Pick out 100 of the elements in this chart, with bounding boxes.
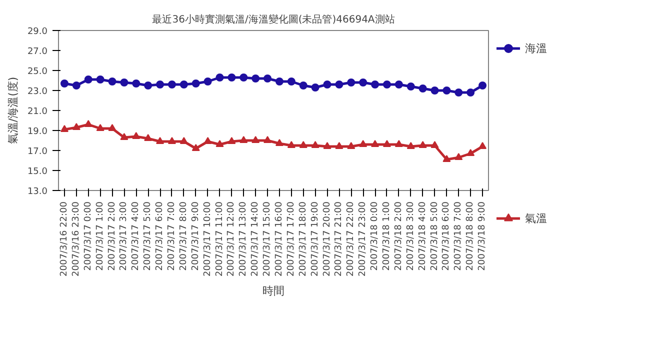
point — [323, 80, 332, 88]
point — [454, 88, 463, 96]
x-tick-label: 2007/3/17 9:00 — [190, 201, 201, 271]
point — [418, 140, 427, 148]
point — [120, 132, 128, 140]
point — [168, 80, 176, 88]
point — [180, 136, 188, 144]
x-tick-label: 2007/3/18 3:00 — [406, 201, 416, 271]
point — [311, 140, 320, 148]
x-tick-label: 2007/3/17 23:00 — [358, 201, 368, 276]
point — [335, 142, 344, 150]
point — [347, 142, 356, 150]
legend-label: 海溫 — [525, 40, 547, 56]
point — [264, 136, 272, 144]
x-tick-label: 2007/3/17 7:00 — [166, 201, 177, 271]
point — [228, 136, 236, 144]
x-tick-label: 2007/3/17 12:00 — [226, 201, 237, 276]
legend-label: 氣溫 — [525, 210, 547, 226]
x-tick-label: 2007/3/17 2:00 — [107, 201, 118, 271]
x-tick-label: 2007/3/18 7:00 — [454, 201, 464, 271]
x-tick-label: 2007/3/17 10:00 — [202, 201, 213, 276]
y-tick-label: 25.0 — [27, 67, 48, 77]
x-tick-label: 2007/3/18 8:00 — [466, 201, 476, 271]
point — [84, 120, 92, 128]
y-tick-label: 13.0 — [27, 187, 48, 197]
point — [359, 78, 368, 86]
point — [216, 140, 224, 148]
point — [204, 136, 212, 144]
point — [132, 80, 140, 88]
x-tick-label: 2007/3/18 4:00 — [418, 201, 428, 271]
point — [478, 142, 487, 150]
point — [84, 76, 92, 84]
point — [156, 80, 164, 88]
point — [156, 136, 164, 144]
x-tick-label: 2007/3/17 11:00 — [214, 201, 225, 276]
x-tick-label: 2007/3/18 0:00 — [370, 201, 380, 271]
x-axis-title: 時間 — [262, 284, 284, 298]
x-tick-label: 2007/3/17 15:00 — [262, 201, 273, 276]
x-tick-label: 2007/3/17 18:00 — [298, 201, 308, 276]
x-tick-label: 2007/3/17 5:00 — [143, 201, 154, 271]
point — [228, 74, 236, 82]
point — [382, 80, 391, 88]
x-tick-label: 2007/3/18 9:00 — [478, 201, 488, 271]
x-tick-label: 2007/3/17 20:00 — [322, 201, 332, 276]
point — [335, 80, 344, 88]
point — [252, 136, 260, 144]
point — [382, 140, 391, 148]
point — [275, 138, 284, 146]
point — [264, 74, 272, 82]
point — [394, 80, 403, 88]
x-tick-label: 2007/3/17 17:00 — [286, 201, 296, 276]
point — [371, 140, 380, 148]
y-tick-label: 21.0 — [27, 107, 48, 117]
x-tick-label: 2007/3/17 22:00 — [346, 201, 356, 276]
x-tick-label: 2007/3/17 13:00 — [238, 201, 249, 276]
point — [454, 152, 463, 160]
x-tick-label: 2007/3/17 1:00 — [95, 201, 106, 271]
y-tick-label: 29.0 — [27, 27, 48, 37]
point — [442, 154, 451, 162]
point — [287, 78, 296, 86]
point — [204, 78, 212, 86]
point — [120, 78, 128, 86]
point — [192, 144, 200, 152]
y-tick-label: 23.0 — [27, 87, 48, 97]
point — [371, 80, 380, 88]
y-tick-label: 27.0 — [27, 47, 48, 57]
point — [478, 82, 487, 90]
y-tick-label: 19.0 — [27, 127, 48, 137]
point — [108, 78, 116, 86]
point — [60, 80, 68, 88]
point — [299, 140, 308, 148]
x-tick-label: 2007/3/17 16:00 — [274, 201, 284, 276]
point — [406, 142, 415, 150]
x-tick-label: 2007/3/18 2:00 — [394, 201, 404, 271]
point — [60, 124, 68, 132]
x-tick-label: 2007/3/17 21:00 — [334, 201, 344, 276]
x-tick-label: 2007/3/17 4:00 — [131, 201, 142, 271]
x-tick-label: 2007/3/18 1:00 — [382, 201, 392, 271]
point — [180, 80, 188, 88]
point — [168, 136, 176, 144]
point — [252, 74, 260, 82]
point — [192, 80, 200, 88]
point — [430, 86, 439, 94]
y-axis-title: 氣溫/海溫(度) — [6, 76, 20, 144]
point — [72, 122, 80, 130]
point — [144, 82, 152, 90]
point — [406, 82, 415, 90]
x-tick-label: 2007/3/17 19:00 — [310, 201, 320, 276]
point — [240, 136, 248, 144]
point — [394, 140, 403, 148]
x-tick-label: 2007/3/17 8:00 — [178, 201, 189, 271]
point — [216, 74, 224, 82]
point — [442, 86, 451, 94]
point — [275, 78, 284, 86]
x-tick-label: 2007/3/17 6:00 — [155, 201, 166, 271]
x-tick-label: 2007/3/18 6:00 — [442, 201, 452, 271]
point — [323, 142, 332, 150]
point — [311, 84, 320, 92]
point — [108, 124, 116, 132]
y-tick-label: 17.0 — [27, 147, 48, 157]
